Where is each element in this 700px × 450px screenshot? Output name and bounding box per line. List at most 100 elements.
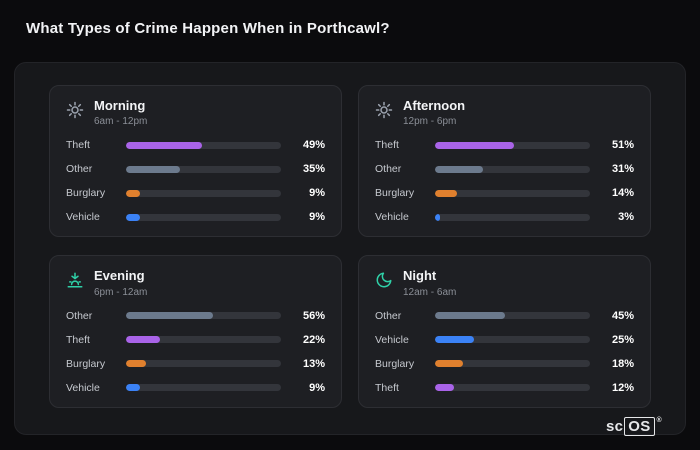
crime-percent: 45% (611, 309, 634, 322)
bar-fill (126, 189, 140, 197)
bar-fill (435, 165, 484, 173)
bar-fill (126, 141, 202, 149)
crime-row: Vehicle 9% (66, 211, 325, 223)
time-period-card: Morning 6am - 12pm Theft 49% Other 35% B… (49, 85, 342, 238)
crime-row: Theft 22% (66, 334, 325, 346)
crime-percent: 31% (611, 163, 634, 176)
bar-fill (435, 360, 463, 368)
crime-label: Burglary (66, 187, 106, 200)
scos-logo: sc OS ® (605, 416, 662, 436)
sun-icon (66, 101, 84, 119)
page-title: What Types of Crime Happen When in Porth… (26, 20, 390, 37)
bar-track (435, 384, 590, 392)
crime-row: Other 35% (66, 163, 325, 175)
crime-row: Vehicle 9% (66, 382, 325, 394)
crime-row: Burglary 13% (66, 358, 325, 370)
card-header: Evening 6pm - 12am (66, 268, 325, 298)
crime-label: Theft (375, 381, 399, 394)
time-period-card: Afternoon 12pm - 6pm Theft 51% Other 31%… (358, 85, 651, 238)
card-title: Night (403, 268, 437, 284)
bar-fill (435, 336, 474, 344)
crime-rows: Theft 49% Other 35% Burglary 9% Vehicle … (66, 139, 325, 223)
crime-label: Theft (66, 139, 90, 152)
logo-registered-mark: ® (656, 416, 662, 424)
bar-track (435, 312, 590, 320)
crime-percent: 14% (611, 187, 634, 200)
card-header-text: Evening 6pm - 12am (94, 268, 147, 297)
crime-label: Other (375, 163, 402, 176)
bar-track (126, 141, 281, 149)
bar-fill (435, 141, 515, 149)
crime-percent: 56% (302, 309, 325, 322)
bar-track (126, 336, 281, 344)
crime-label: Other (66, 309, 93, 322)
crime-percent: 51% (611, 139, 634, 152)
card-subtitle: 6am - 12pm (94, 116, 148, 128)
crime-percent: 18% (611, 357, 634, 370)
bar-track (126, 213, 281, 221)
crime-row: Theft 49% (66, 139, 325, 151)
crime-percent: 3% (618, 211, 634, 224)
crime-percent: 25% (611, 333, 634, 346)
crime-percent: 9% (309, 381, 325, 394)
card-subtitle: 12pm - 6pm (403, 116, 457, 128)
bar-fill (126, 312, 213, 320)
crime-row: Vehicle 3% (375, 211, 634, 223)
crime-percent: 49% (302, 139, 325, 152)
bar-fill (435, 189, 457, 197)
crime-row: Other 45% (375, 310, 634, 322)
bar-track (435, 336, 590, 344)
crime-percent: 13% (302, 357, 325, 370)
card-header: Afternoon 12pm - 6pm (375, 98, 634, 128)
bar-track (126, 189, 281, 197)
cards-grid: Morning 6am - 12pm Theft 49% Other 35% B… (49, 85, 651, 408)
card-header: Morning 6am - 12pm (66, 98, 325, 128)
crime-label: Burglary (375, 187, 415, 200)
bar-fill (126, 360, 147, 368)
crime-row: Other 56% (66, 310, 325, 322)
logo-boxed: OS (624, 416, 655, 436)
crime-rows: Theft 51% Other 31% Burglary 14% Vehicle… (375, 139, 634, 223)
bar-track (435, 165, 590, 173)
bar-fill (126, 165, 181, 173)
bar-track (126, 384, 281, 392)
crime-label: Vehicle (375, 211, 409, 224)
crime-panel: Morning 6am - 12pm Theft 49% Other 35% B… (14, 62, 686, 435)
crime-label: Vehicle (375, 333, 409, 346)
bar-track (126, 165, 281, 173)
bar-track (435, 360, 590, 368)
crime-label: Theft (375, 139, 399, 152)
time-period-card: Evening 6pm - 12am Other 56% Theft 22% B… (49, 255, 342, 408)
card-title: Evening (94, 268, 145, 284)
crime-label: Theft (66, 333, 90, 346)
card-title: Morning (94, 98, 146, 113)
crime-label: Vehicle (66, 381, 100, 394)
bar-track (126, 312, 281, 320)
crime-percent: 35% (302, 163, 325, 176)
crime-rows: Other 45% Vehicle 25% Burglary 18% Theft… (375, 310, 634, 394)
card-header-text: Morning 6am - 12pm (94, 98, 148, 128)
bar-track (435, 213, 590, 221)
bar-fill (126, 384, 140, 392)
crime-label: Burglary (66, 357, 106, 370)
crime-row: Burglary 18% (375, 358, 634, 370)
bar-track (435, 141, 590, 149)
crime-percent: 9% (309, 187, 325, 200)
crime-row: Vehicle 25% (375, 334, 634, 346)
crime-percent: 9% (309, 211, 325, 224)
crime-row: Burglary 14% (375, 187, 634, 199)
card-header-text: Night 12am - 6am (403, 268, 456, 297)
crime-rows: Other 56% Theft 22% Burglary 13% Vehicle… (66, 310, 325, 394)
time-period-card: Night 12am - 6am Other 45% Vehicle 25% B… (358, 255, 651, 408)
bar-fill (435, 213, 440, 221)
card-header-text: Afternoon 12pm - 6pm (403, 98, 466, 128)
card-title: Afternoon (403, 98, 466, 113)
bar-fill (435, 312, 505, 320)
logo-prefix: sc (605, 417, 624, 435)
bar-fill (126, 336, 161, 344)
bar-track (126, 360, 281, 368)
bar-track (435, 189, 590, 197)
bar-fill (126, 213, 140, 221)
sunset-icon (66, 271, 84, 289)
crime-row: Other 31% (375, 163, 634, 175)
